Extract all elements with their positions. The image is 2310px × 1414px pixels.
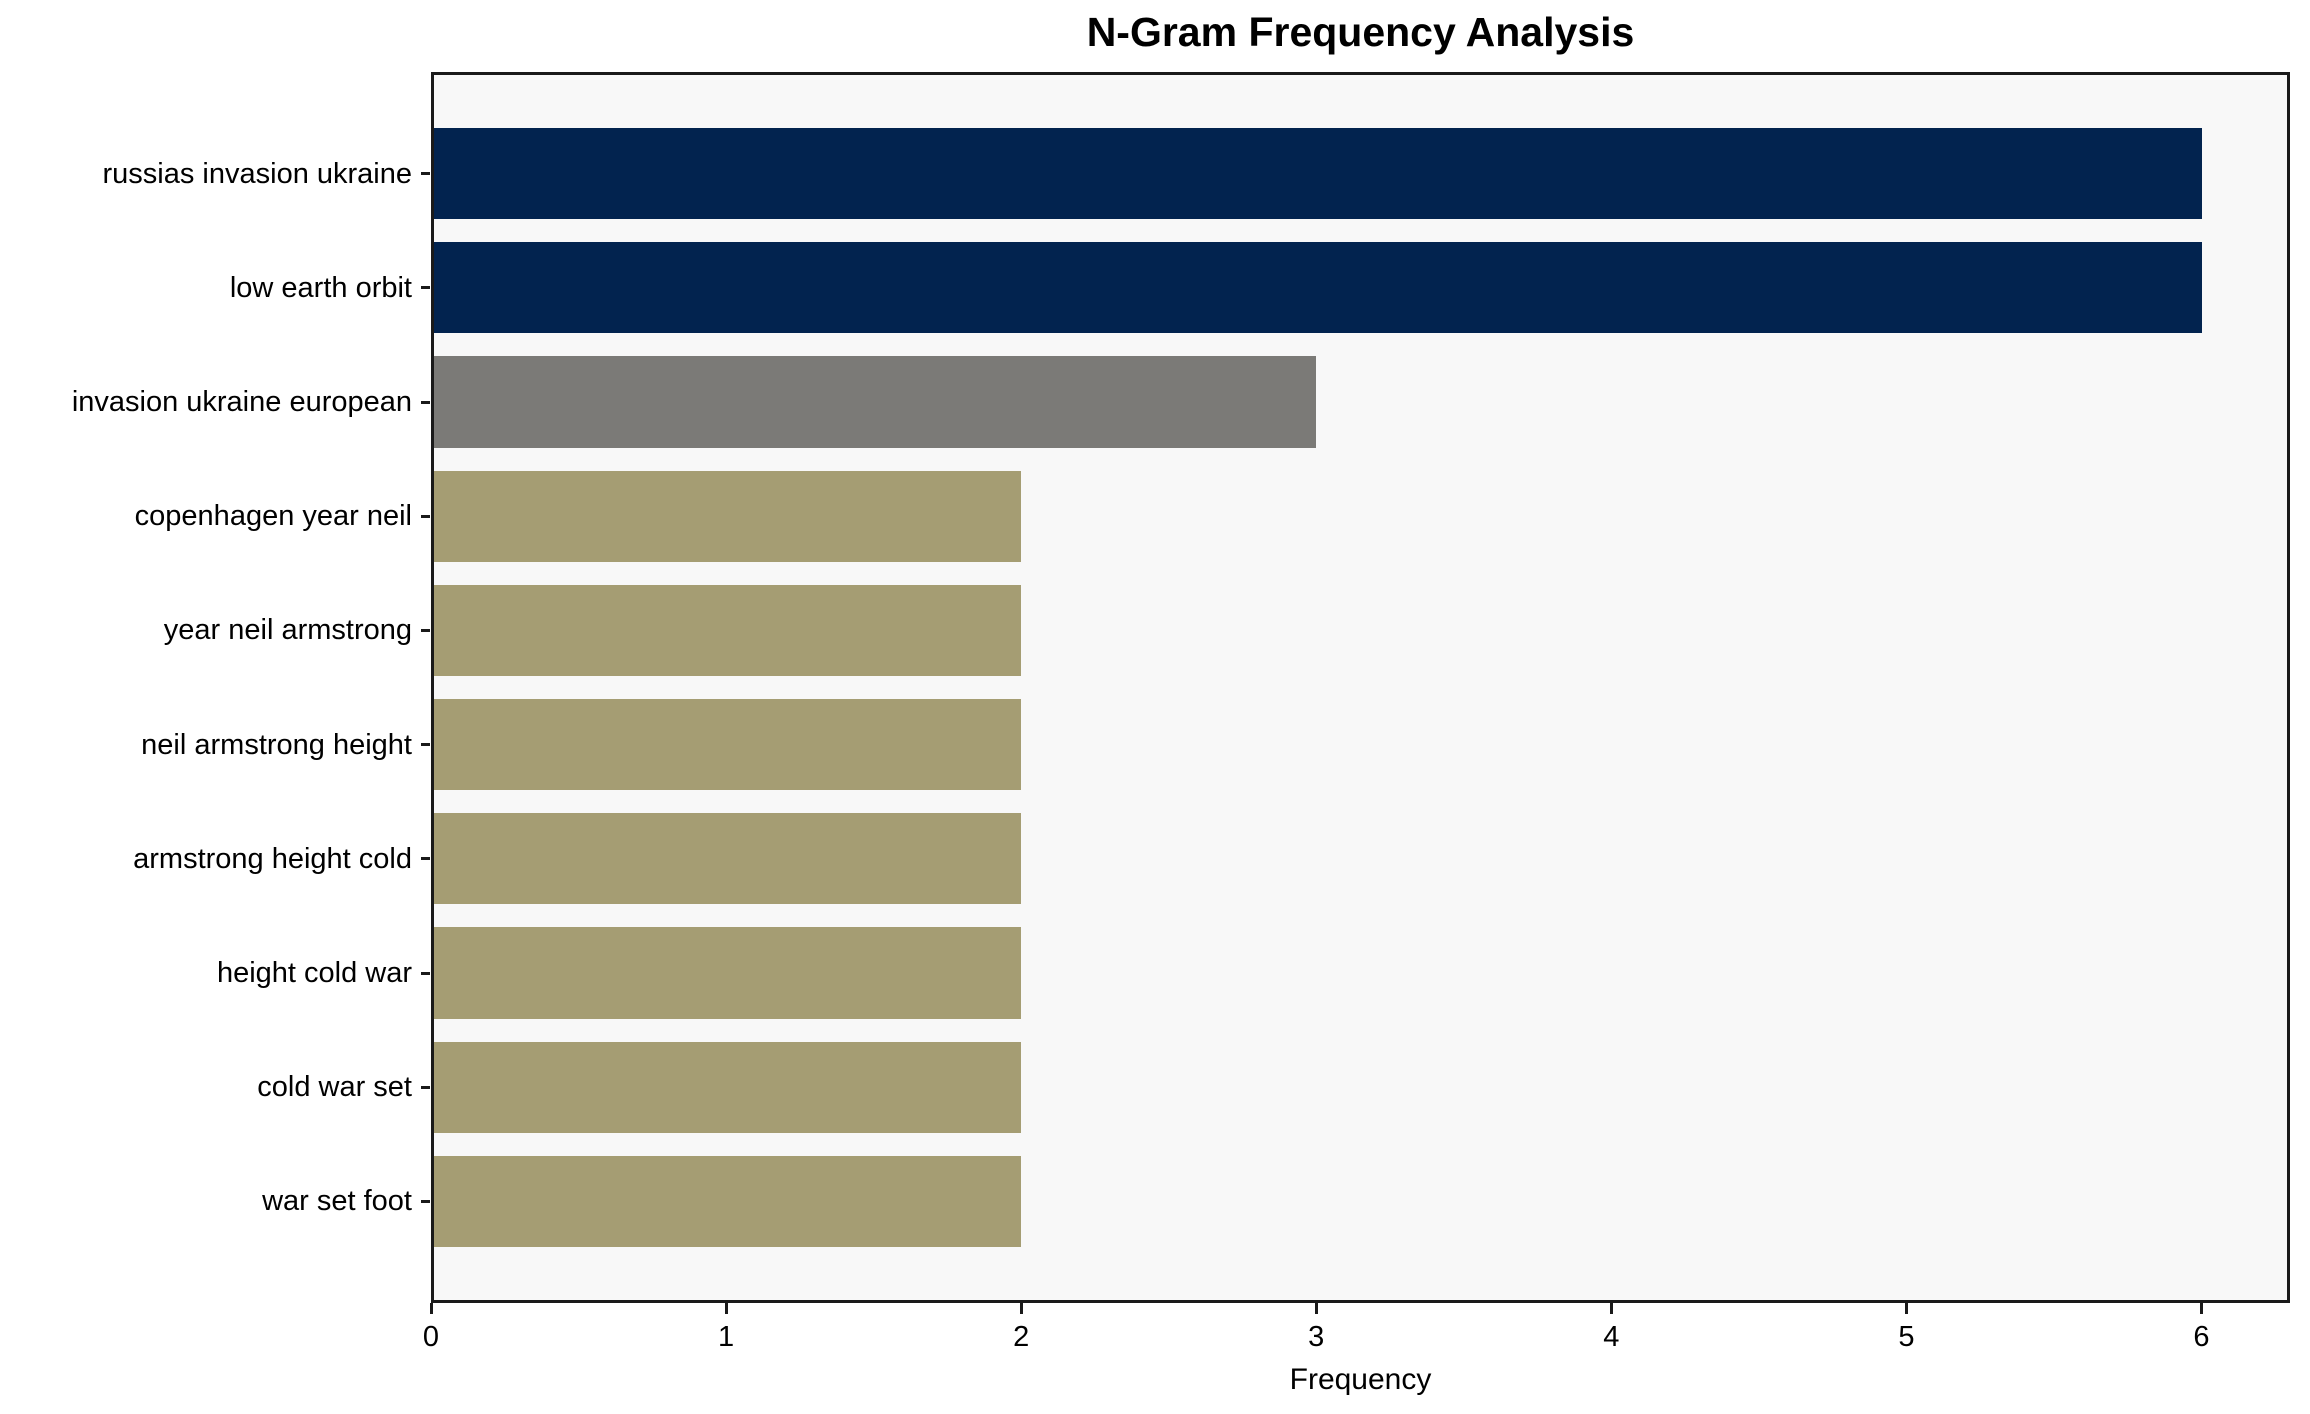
x-tick-label-0: 0 [422, 1321, 440, 1353]
x-tick-mark [2200, 1303, 2203, 1314]
x-tick-mark [1019, 1303, 1023, 1314]
bar-russias-invasion-ukraine [431, 128, 2202, 220]
bar-height-cold-war [431, 927, 1022, 1019]
x-tick-label-6: 6 [2193, 1321, 2210, 1353]
bar-invasion-ukraine-european [431, 356, 1317, 448]
x-tick-mark [429, 1303, 433, 1314]
x-tick-label-2: 2 [1013, 1321, 1030, 1353]
y-tick-label-cold-war-set: cold war set [257, 1071, 412, 1104]
x-tick-label-1: 1 [718, 1321, 735, 1353]
y-tick-label-armstrong-height-cold: armstrong height cold [133, 842, 412, 875]
x-tick-mark [724, 1303, 728, 1314]
bar-war-set-foot [431, 1155, 1022, 1248]
y-tick-label-invasion-ukraine-european: invasion ukraine european [71, 386, 412, 418]
bar-armstrong-height-cold [431, 813, 1022, 905]
x-tick-mark [1314, 1303, 1318, 1314]
x-tick-label-5: 5 [1898, 1321, 1915, 1353]
y-tick-label-copenhagen-year-neil: copenhagen year neil [134, 500, 412, 533]
y-tick-label-year-neil-armstrong: year neil armstrong [163, 614, 412, 647]
y-tick-mark [421, 400, 430, 404]
y-tick-mark [421, 1199, 430, 1203]
chart-title: N-Gram Frequency Analysis [1086, 9, 1635, 55]
y-tick-label-low-earth-orbit: low earth orbit [229, 271, 412, 304]
bar-year-neil-armstrong [431, 584, 1022, 677]
y-tick-label-height-cold-war: height cold war [216, 957, 412, 989]
y-tick-mark [421, 857, 430, 861]
y-tick-label-neil-armstrong-height: neil armstrong height [141, 728, 412, 761]
y-tick-label-war-set-foot: war set foot [262, 1185, 412, 1218]
y-tick-mark [421, 743, 430, 747]
y-tick-mark [421, 514, 430, 518]
bar-neil-armstrong-height [431, 698, 1022, 791]
bar-cold-war-set [431, 1041, 1022, 1133]
x-tick-mark [1609, 1303, 1613, 1314]
y-tick-mark [421, 172, 430, 176]
y-tick-mark [421, 628, 430, 632]
x-tick-mark [1904, 1303, 1908, 1314]
y-tick-mark [421, 286, 430, 290]
y-tick-mark [421, 971, 430, 975]
bar-low-earth-orbit [431, 242, 2202, 334]
x-tick-label-3: 3 [1308, 1321, 1325, 1353]
bar-copenhagen-year-neil [431, 470, 1022, 562]
x-tick-label-4: 4 [1603, 1321, 1620, 1353]
x-axis-label: Frequency [1289, 1363, 1432, 1396]
y-tick-mark [421, 1085, 430, 1089]
y-tick-label-russias-invasion-ukraine: russias invasion ukraine [102, 157, 412, 190]
